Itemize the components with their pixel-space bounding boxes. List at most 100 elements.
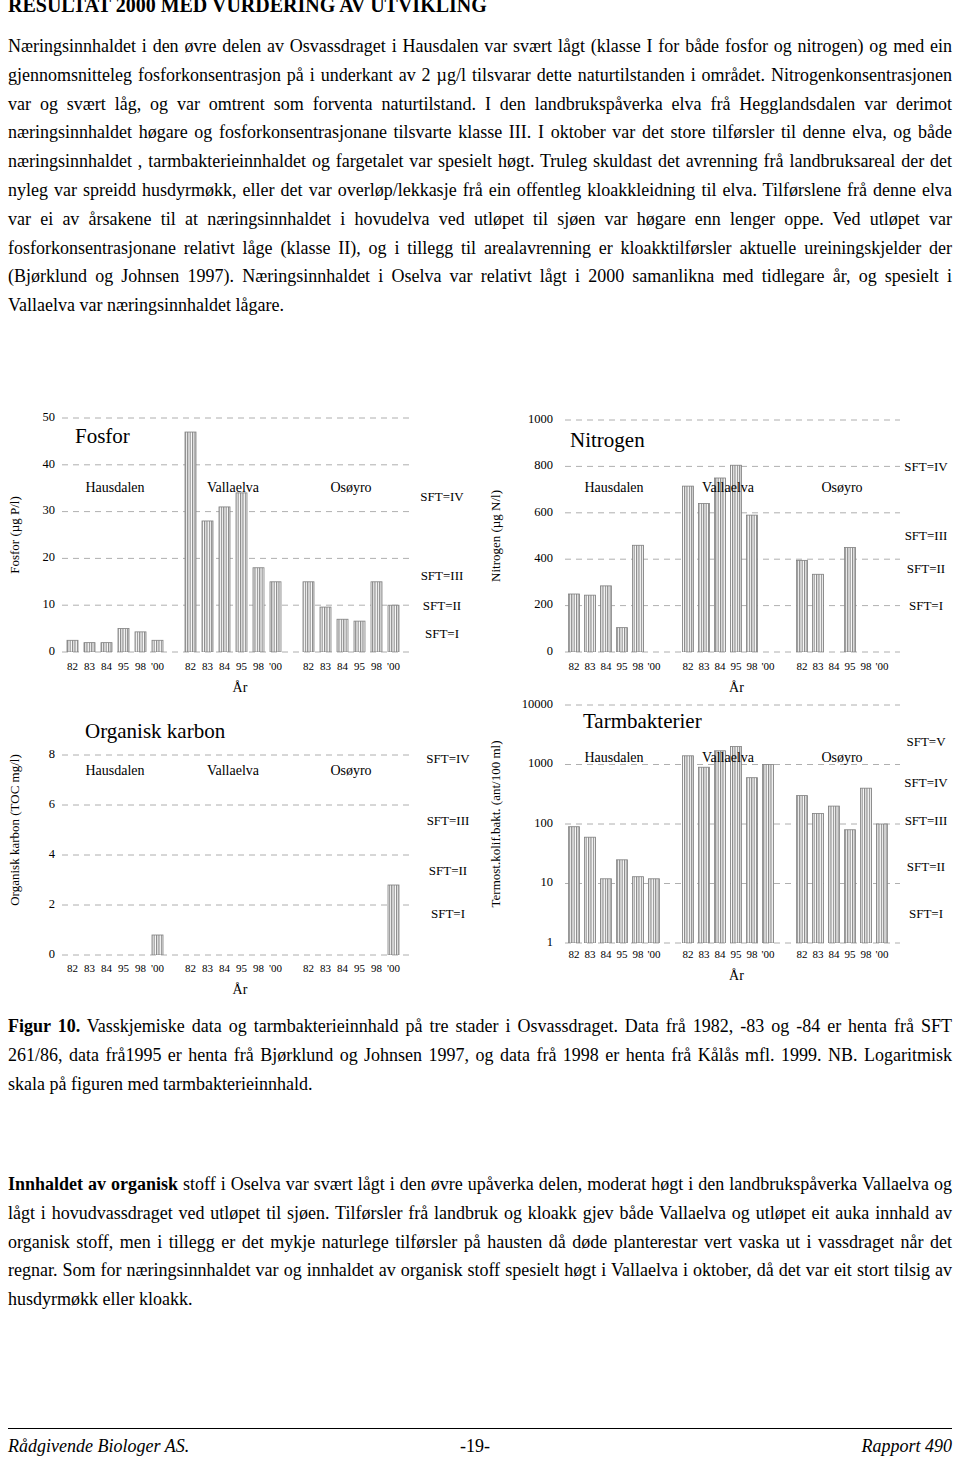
x-tick-label: 84 (337, 660, 349, 672)
x-tick-label: '00 (387, 660, 400, 672)
class-annotation: SFT=II (907, 859, 945, 874)
y-axis-label: Organisk karbon (TOC mg/l) (7, 754, 22, 906)
footer-right: Rapport 490 (861, 1436, 952, 1457)
bar (320, 607, 331, 652)
x-tick-label: '00 (387, 962, 400, 974)
bar (337, 619, 348, 652)
y-tick-label: 50 (43, 410, 56, 424)
grid-line (62, 905, 410, 906)
grid-line (565, 559, 900, 560)
bar (569, 594, 580, 652)
y-axis-label: Fosfor (µg P/l) (7, 496, 22, 574)
x-tick-label: 82 (569, 948, 580, 960)
grid-line (62, 558, 410, 559)
x-tick-label: 83 (202, 660, 214, 672)
x-tick-label: 98 (371, 660, 383, 672)
grid-line (62, 605, 410, 606)
y-tick-label: 0 (547, 644, 553, 658)
bar (84, 643, 95, 652)
class-annotation: SFT=III (421, 568, 464, 583)
grid-line (62, 464, 410, 465)
y-tick-label: 10000 (522, 697, 553, 711)
x-tick-label: 83 (84, 962, 96, 974)
x-tick-label: 82 (303, 660, 314, 672)
x-tick-label: 82 (683, 660, 694, 672)
bar (253, 568, 264, 652)
class-annotation: SFT=II (429, 863, 467, 878)
y-tick-label: 6 (49, 797, 55, 811)
grid-line (565, 883, 900, 884)
bars (152, 885, 399, 955)
bar (101, 643, 112, 652)
grid-line (62, 418, 410, 419)
x-tick-label: 83 (84, 660, 96, 672)
x-tick-label: 95 (845, 948, 857, 960)
x-tick-label: 82 (683, 948, 694, 960)
bar (371, 582, 382, 652)
class-annotation: SFT=III (905, 813, 948, 828)
x-tick-label: 95 (236, 962, 248, 974)
x-tick-label: '00 (762, 948, 775, 960)
x-axis-label: År (729, 680, 744, 695)
y-tick-label: 10 (541, 875, 554, 889)
grid-line (62, 805, 410, 806)
x-tick-label: 98 (135, 660, 147, 672)
x-tick-label: 98 (747, 660, 759, 672)
x-tick-label: 82 (303, 962, 314, 974)
x-tick-label: 84 (715, 948, 727, 960)
grid-line (62, 755, 410, 756)
chart-title: Organisk karbon (85, 719, 226, 743)
paragraph: Næringsinnhaldet i den øvre delen av Osv… (8, 32, 952, 320)
charts-svg: FosforFosfor (µg P/l)01020304050Hausdale… (0, 0, 960, 1460)
bar (388, 605, 399, 652)
class-annotation: SFT=III (427, 813, 470, 828)
x-tick-label: 83 (813, 948, 825, 960)
class-annotation: SFT=IV (904, 459, 948, 474)
y-axis-label: Nitrogen (µg N/l) (488, 490, 503, 582)
bar (649, 879, 660, 943)
x-axis-label: År (233, 680, 248, 695)
x-tick-label: 83 (699, 948, 711, 960)
x-tick-label: 95 (731, 660, 743, 672)
caption-label: Figur 10. (8, 1016, 80, 1036)
class-annotation: SFT=III (905, 528, 948, 543)
group-label: Vallaelva (702, 480, 755, 495)
bar (617, 860, 628, 943)
bar (354, 621, 365, 652)
class-annotation: SFT=IV (426, 751, 470, 766)
x-tick-label: 95 (845, 660, 857, 672)
page-header: RESULTAT 2000 MED VURDERING AV UTVIKLING (8, 0, 487, 17)
bar (569, 827, 580, 943)
bold-lead: Innhaldet av organisk (8, 1174, 178, 1194)
bar (270, 582, 281, 652)
chart: FosforFosfor (µg P/l)01020304050Hausdale… (7, 410, 464, 695)
chart: Organisk karbon Organisk karbon (TOC mg/l… (7, 719, 470, 997)
bar (699, 767, 710, 943)
bar (829, 806, 840, 943)
group-label: Hausdalen (85, 480, 144, 495)
bar (813, 574, 824, 652)
grid-line (565, 764, 900, 765)
y-tick-label: 200 (534, 597, 553, 611)
bar (731, 747, 742, 943)
x-tick-label: 82 (67, 660, 78, 672)
class-annotation: SFT=II (907, 561, 945, 576)
group-label: Osøyro (330, 480, 371, 495)
bar (219, 507, 230, 652)
x-tick-label: 83 (320, 962, 332, 974)
chart-title: Nitrogen (570, 428, 645, 452)
x-tick-label: 83 (585, 948, 597, 960)
bar (617, 628, 628, 652)
grid-line (565, 512, 900, 513)
x-tick-label: 98 (253, 660, 265, 672)
x-tick-label: 95 (354, 962, 366, 974)
x-tick-label: 84 (715, 660, 727, 672)
bar (152, 640, 163, 652)
x-tick-label: '00 (876, 948, 889, 960)
group-label: Osøyro (821, 750, 862, 765)
paragraph-text: stoff i Oselva var svært lågt i den øvre… (8, 1174, 952, 1309)
x-tick-label: 82 (185, 962, 196, 974)
x-tick-label: 83 (202, 962, 214, 974)
class-annotation: SFT=I (425, 626, 459, 641)
grid-line (62, 855, 410, 856)
